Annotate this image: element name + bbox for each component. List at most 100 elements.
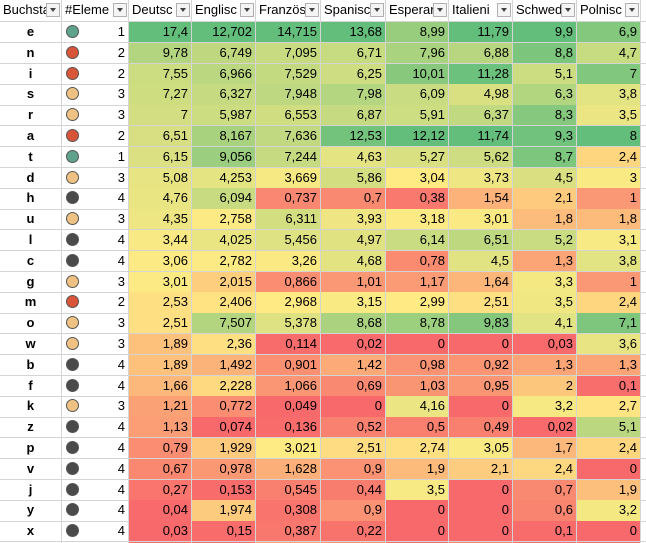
cell-text: 4 [117,356,125,372]
value-cell: 0 [386,334,449,356]
cell-text: 5,456 [284,232,317,247]
extra-cell [641,209,646,231]
filter-button[interactable] [113,3,127,17]
value-cell: 2 [62,126,129,148]
value-cell: 11,74 [449,126,513,148]
cell-text: 0,69 [356,377,382,393]
cell-text: 3,6 [618,336,637,351]
cell-text: 0,7 [363,190,382,206]
value-cell: 0,52 [321,417,386,439]
cell-text: 0 [437,502,445,518]
value-cell: 6,09 [386,84,449,106]
value-cell: 2 [513,375,577,397]
cell-text: 1,3 [554,356,573,372]
cell-text: 4,35 [162,211,188,227]
value-cell: 1 [62,22,129,44]
value-cell: 7,244 [256,146,321,169]
value-cell: 8 [577,126,641,148]
value-cell: 7,27 [129,84,192,106]
value-cell: 5,456 [256,230,321,252]
cell-text: 1,17 [419,273,445,289]
value-cell: 3,01 [129,271,192,293]
cell-text: 6,311 [285,211,317,227]
extra-column [641,0,646,22]
value-cell: 1,974 [192,500,256,522]
cell-text: 6,14 [419,232,445,247]
cell-text: 6,71 [356,44,382,60]
value-cell: 8,68 [321,313,386,335]
cell-text: 0,7 [554,481,573,497]
cell-text: 0,92 [483,356,509,372]
cell-text: 2,4 [618,148,637,164]
cell-text: 2,4 [618,294,637,310]
cell-text: s [26,86,35,102]
value-cell: 4 [62,354,129,377]
value-cell: 1,89 [129,334,192,356]
cell-text: 0 [501,398,509,414]
value-cell: 0,03 [129,521,192,543]
row-label: m [0,292,62,314]
value-cell: 0,27 [129,479,192,501]
cell-text: l [28,232,33,247]
value-cell: 1,42 [321,354,386,377]
cell-text: 0,78 [419,252,445,268]
cell-text: 3,26 [291,252,317,268]
value-cell: 7,507 [192,313,256,335]
filter-button[interactable] [433,3,447,17]
cell-text: 8,3 [554,107,573,123]
cell-text: 13,68 [349,24,382,39]
cell-text: 5,2 [554,232,573,247]
value-cell: 9,9 [513,22,577,44]
cell-text: 0,1 [554,523,573,539]
value-cell: 3,5 [386,479,449,501]
value-cell: 4 [62,521,129,543]
extra-cell [641,230,646,252]
cell-text: 0,545 [284,481,317,497]
cell-text: 12,53 [349,128,382,143]
filter-button[interactable] [176,3,190,17]
value-cell: 2,228 [192,375,256,397]
filter-button[interactable] [370,3,384,17]
filter-button[interactable] [240,3,254,17]
row-label: y [0,500,62,522]
value-cell: 1,64 [449,271,513,293]
cell-text: 6,749 [219,44,252,60]
value-cell: 2,4 [577,292,641,314]
value-cell: 3,04 [386,167,449,189]
cell-text: 4,5 [554,169,573,185]
cell-text: 7 [180,107,188,123]
value-cell: 5,08 [129,167,192,189]
value-cell: 2,782 [192,250,256,273]
cell-text: z [27,419,34,435]
value-cell: 1,54 [449,188,513,210]
value-cell: 4,253 [192,167,256,189]
cell-text: 2,782 [219,252,252,268]
cell-text: 2,74 [419,440,445,455]
filter-button[interactable] [46,3,60,17]
filter-button[interactable] [497,3,511,17]
value-cell: 3,05 [449,438,513,460]
extra-cell [641,168,646,189]
value-cell: 3,44 [129,230,192,252]
value-cell: 2,51 [129,313,192,335]
filter-button[interactable] [561,3,575,17]
row-label: k [0,396,62,418]
cell-text: 0,049 [284,398,317,414]
row-label: n [0,42,62,65]
row-label: u [0,209,62,231]
value-cell: 0,1 [513,521,577,543]
cell-text: 0,737 [284,190,317,206]
value-cell: 1,13 [129,417,192,439]
value-cell: 3,1 [577,230,641,252]
extra-cell [641,251,646,273]
cell-text: 1 [629,190,637,206]
value-cell: 7,948 [256,84,321,106]
cell-text: 1,03 [419,377,445,393]
filter-button[interactable] [625,3,639,17]
row-label: a [0,126,62,148]
cell-text: 2 [117,128,125,143]
value-cell: 0,22 [321,521,386,543]
cell-text: u [26,211,35,227]
value-cell: 6,094 [192,188,256,210]
filter-button[interactable] [305,3,319,17]
